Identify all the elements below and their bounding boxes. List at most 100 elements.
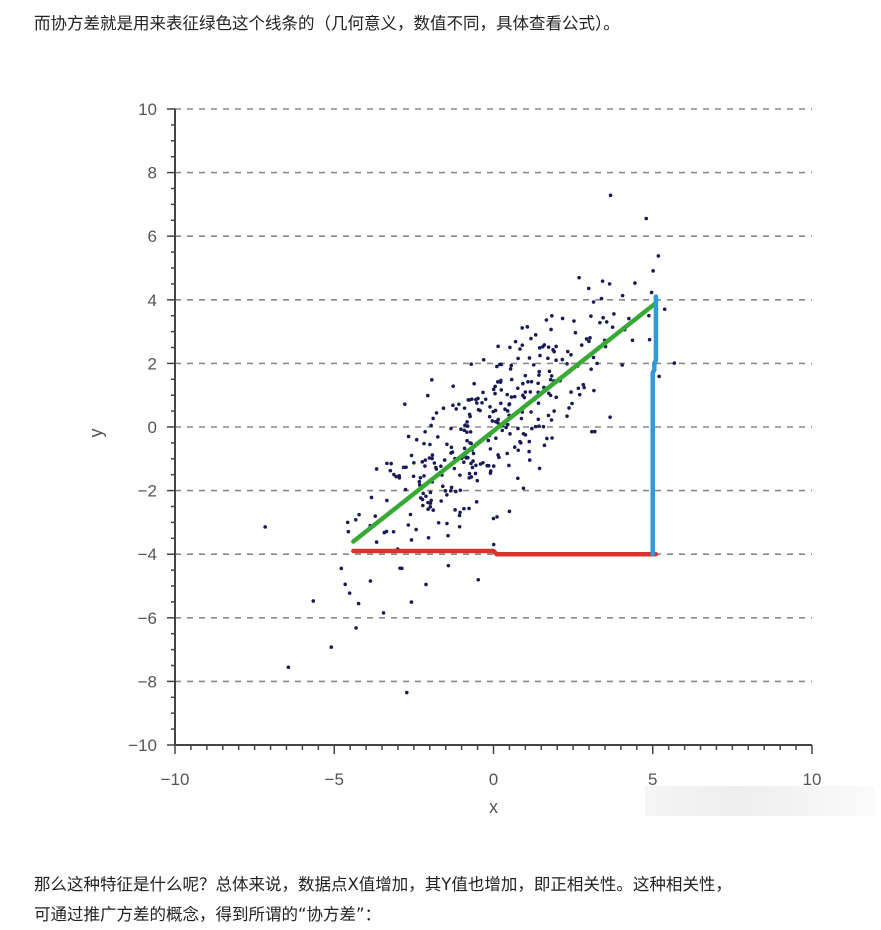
scatter-point (428, 490, 433, 495)
scatter-point (573, 330, 578, 335)
scatter-point (452, 466, 457, 471)
scatter-point (527, 458, 532, 462)
scatter-point (496, 344, 500, 349)
scatter-point (458, 510, 462, 515)
scatter-point (588, 336, 592, 340)
scatter-point (478, 462, 483, 466)
scatter-point (530, 426, 534, 431)
scatter-point (463, 423, 467, 427)
scatter-point (329, 645, 334, 649)
scatter-point (509, 363, 514, 368)
scatter-point (465, 430, 469, 434)
grid-lines (175, 108, 812, 746)
scatter-point (450, 450, 455, 454)
scatter-point (339, 566, 344, 571)
scatter-chart: −10 −8 −6 −4 −2 0 2 4 6 8 10 −10 −5 0 5 10 x y (86, 100, 822, 817)
scatter-point (491, 516, 496, 521)
scatter-point (593, 429, 597, 434)
scatter-point (488, 405, 492, 409)
scatter-point (552, 409, 556, 413)
scatter-point (521, 381, 525, 386)
scatter-point (512, 445, 517, 449)
scatter-point (495, 364, 499, 369)
scatter-point (516, 448, 521, 453)
scatter-point (610, 325, 615, 329)
scatter-point (431, 416, 435, 421)
scatter-point (385, 461, 389, 466)
scatter-point (468, 441, 472, 445)
scatter-point (423, 464, 427, 468)
scatter-point (471, 451, 476, 456)
scatter-point (537, 346, 542, 350)
scatter-point (550, 436, 554, 440)
scatter-point (608, 415, 612, 419)
scatter-point (500, 428, 505, 433)
overlay-lines (351, 294, 659, 557)
scatter-point (600, 279, 605, 283)
scatter-point (620, 363, 625, 367)
scatter-point (469, 461, 473, 466)
scatter-point (590, 429, 594, 434)
scatter-point (409, 453, 414, 458)
scatter-point (374, 467, 379, 471)
scatter-point (522, 395, 527, 400)
scatter-point (418, 496, 423, 500)
scatter-point (473, 471, 478, 476)
scatter-point (397, 476, 402, 480)
scatter-point (345, 520, 350, 525)
scatter-point (448, 488, 453, 493)
x-tick-label: 10 (803, 770, 822, 789)
scatter-point (595, 361, 599, 366)
scatter-point (381, 611, 386, 615)
scatter-point (423, 458, 428, 462)
scatter-point (499, 388, 504, 392)
scatter-point (537, 369, 542, 374)
scatter-point (417, 479, 422, 484)
scatter-point (457, 402, 461, 407)
scatter-point (409, 600, 414, 604)
scatter-point (540, 344, 545, 349)
scatter-point (464, 455, 469, 460)
scatter-point (584, 337, 589, 341)
y-tick-label: 8 (148, 164, 157, 183)
scatter-point (513, 339, 518, 344)
scatter-point (354, 626, 358, 630)
scatter-point (475, 478, 480, 483)
scatter-point (656, 254, 661, 258)
scatter-point (505, 409, 510, 413)
scatter-point (518, 441, 523, 445)
scatter-point (579, 343, 584, 347)
scatter-point (533, 424, 538, 429)
scatter-point (421, 503, 425, 508)
data-points (263, 193, 677, 695)
scatter-point (406, 523, 411, 527)
axes (167, 108, 813, 754)
x-tick-label: −10 (161, 770, 190, 789)
scatter-point (554, 344, 558, 349)
scatter-point (428, 501, 433, 506)
scatter-point (471, 459, 475, 463)
scatter-point (483, 397, 488, 402)
scatter-point (424, 494, 428, 499)
scatter-point (404, 690, 409, 695)
scatter-point (343, 582, 347, 587)
scatter-point (591, 300, 596, 304)
scatter-point (346, 529, 351, 534)
y-tick-label: −2 (138, 482, 157, 501)
scatter-point (411, 474, 416, 479)
scatter-point (480, 400, 484, 405)
scatter-point (569, 352, 573, 357)
scatter-point (519, 416, 524, 421)
scatter-point (311, 599, 316, 603)
scatter-point (412, 461, 416, 465)
scatter-point (591, 355, 596, 360)
scatter-point (576, 386, 581, 391)
scatter-point (403, 487, 408, 492)
scatter-point (462, 406, 467, 410)
paragraph-after-line-1: 那么这种特征是什么呢？总体来说，数据点X值增加，其Y值也增加，即正相关性。这种相… (34, 875, 732, 894)
scatter-point (509, 395, 514, 399)
scatter-point (496, 417, 500, 422)
scatter-point (474, 500, 479, 504)
scatter-point (449, 426, 453, 431)
scatter-point (512, 394, 517, 399)
